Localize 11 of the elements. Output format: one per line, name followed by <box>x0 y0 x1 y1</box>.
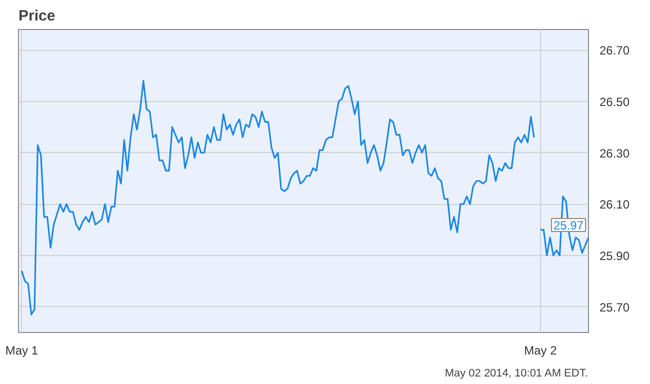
y-tick-label: 26.70 <box>600 44 630 58</box>
y-tick-label: 25.90 <box>600 248 630 263</box>
x-tick-label: May 1 <box>5 344 38 358</box>
y-tick-label: 26.30 <box>600 146 630 160</box>
annotation: 25.97 <box>553 218 584 232</box>
y-tick-label: 26.10 <box>600 198 630 212</box>
y-tick-label: 25.70 <box>600 300 630 314</box>
x-tick-label: May 2 <box>524 344 558 358</box>
y-tick-label: 26.50 <box>600 94 630 109</box>
chart-title: Price <box>18 8 56 24</box>
text: May 02 2014, 10:01 AM EDT. <box>444 368 588 380</box>
